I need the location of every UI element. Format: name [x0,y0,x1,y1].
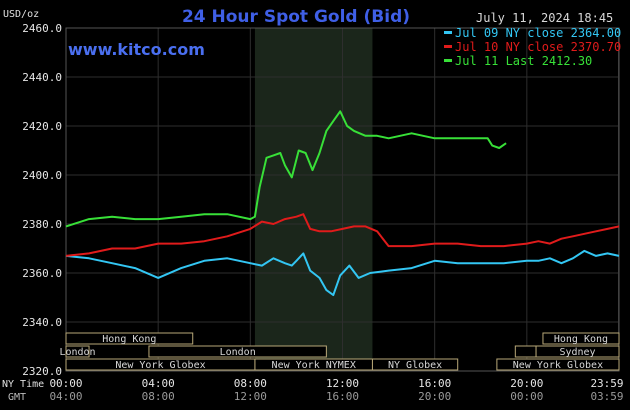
x-tick-label-ny: 23:59 [590,377,623,390]
session-bar [65,345,90,358]
session-label: London [59,347,95,358]
legend-swatch [444,45,452,48]
x-tick-label-gmt: 04:00 [49,390,82,403]
watermark: www.kitco.com [68,40,205,59]
y-tick-label: 2400.0 [22,169,62,182]
session-label: New York Globex [513,360,603,371]
plot-border [65,27,620,372]
session-bar [371,358,459,371]
legend-swatch [444,59,452,62]
x-tick-label-gmt: 03:59 [590,390,623,403]
session-label: Hong Kong [102,334,156,345]
y-tick-label: 2440.0 [22,71,62,84]
series-line [65,213,620,257]
x-tick-label-ny: 08:00 [234,377,267,390]
session-bar [542,332,620,345]
y-tick-label: 2420.0 [22,120,62,133]
y-tick-label: 2340.0 [22,316,62,329]
x-tick-label-gmt: 16:00 [326,390,359,403]
session-bar [496,358,620,371]
session-label: Sydney [559,347,595,358]
x-tick-label-ny: 04:00 [142,377,175,390]
x-tick-label-gmt: 08:00 [142,390,175,403]
x-tick-label-gmt: 12:00 [234,390,267,403]
y-tick-label: 2380.0 [22,218,62,231]
x-tick-label-ny: 16:00 [418,377,451,390]
legend-label: Jul 09 NY close 2364.00 [455,26,621,40]
session-label: NY Globex [388,360,442,371]
x-axis-label-gmt: GMT [8,392,26,403]
chart-date-label: July 11, 2024 18:45 [476,11,613,25]
session-bar [535,345,620,358]
legend-label: Jul 11 Last 2412.30 [455,54,592,68]
session-bar [65,332,194,345]
session-bar [148,345,327,358]
chart-title: 24 Hour Spot Gold (Bid) [182,7,410,27]
x-axis-label-ny-time: NY Time [2,379,44,390]
y-tick-label: 2360.0 [22,267,62,280]
x-tick-label-ny: 20:00 [510,377,543,390]
nymex-shaded-region [254,28,373,371]
x-tick-label-ny: 12:00 [326,377,359,390]
x-tick-label-ny: 00:00 [49,377,82,390]
legend-swatch [444,31,452,34]
x-tick-label-gmt: 00:00 [510,390,543,403]
y-axis-label: USD/oz [3,9,39,20]
series-line [65,249,620,297]
session-label: New York Globex [115,360,205,371]
x-tick-label-gmt: 20:00 [418,390,451,403]
y-tick-label: 2460.0 [22,22,62,35]
session-label: Hong Kong [554,334,608,345]
session-label: London [220,347,256,358]
session-label: New York NYMEX [272,360,356,371]
series-line [65,110,507,228]
legend-label: Jul 10 NY close 2370.70 [455,40,621,54]
y-tick-label: 2320.0 [22,365,62,378]
session-bar [514,345,537,358]
